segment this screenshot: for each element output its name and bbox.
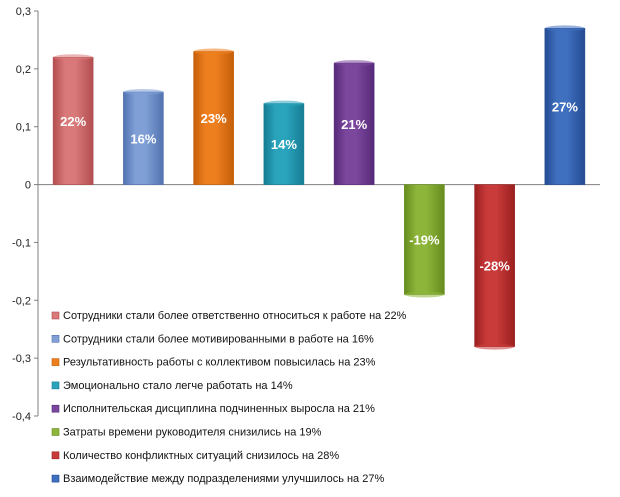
- data-label: 21%: [341, 117, 367, 132]
- legend-entry: Взаимодействие между подразделениями улу…: [63, 473, 384, 485]
- bar: [52, 56, 94, 185]
- y-tick-label: 0,2: [16, 64, 31, 76]
- data-label: 27%: [552, 99, 578, 114]
- legend-entry: Количество конфликтных ситуаций снизилос…: [63, 450, 339, 462]
- bar: [333, 62, 375, 185]
- legend-entry: Результативность работы с коллективом по…: [63, 357, 376, 369]
- bar: [404, 184, 445, 295]
- y-tick-label: -0,1: [12, 237, 31, 249]
- y-tick-label: 0: [25, 180, 31, 192]
- data-label: 23%: [201, 111, 227, 126]
- legend-swatch: [51, 474, 60, 483]
- legend-swatch: [51, 451, 60, 460]
- bar-cap: [404, 291, 445, 298]
- y-tick-label: -0,4: [12, 411, 31, 423]
- data-label: 16%: [130, 131, 156, 146]
- bar-cap: [334, 60, 375, 67]
- bar: [123, 91, 164, 185]
- data-label: 14%: [271, 137, 297, 152]
- y-tick-label: 0,1: [16, 122, 31, 134]
- bar-cap: [263, 100, 304, 107]
- bar-cap: [193, 48, 234, 55]
- bar: [193, 51, 234, 185]
- y-tick-label: -0,2: [12, 295, 31, 307]
- legend-entry: Сотрудники стали более мотивированными в…: [63, 333, 374, 345]
- bar-cap: [123, 89, 164, 95]
- legend-entry: Эмоционально стало легче работать на 14%: [63, 380, 293, 392]
- legend: Сотрудники стали более ответственно отно…: [51, 310, 407, 485]
- bar-cap: [53, 54, 94, 61]
- data-label: 22%: [60, 114, 86, 129]
- y-tick-label: 0,3: [16, 6, 31, 18]
- legend-swatch: [51, 334, 60, 343]
- bar-cap: [474, 343, 515, 350]
- data-label: -19%: [409, 233, 440, 248]
- legend-swatch: [51, 311, 60, 320]
- legend-entry: Сотрудники стали более ответственно отно…: [63, 310, 407, 322]
- legend-swatch: [51, 381, 60, 390]
- bars: 22% 16% 23% 14% 21% -19% -28% 27%: [52, 25, 586, 350]
- legend-swatch: [51, 404, 60, 413]
- legend-swatch: [51, 428, 60, 436]
- bar: [474, 184, 515, 347]
- bar-cap: [544, 25, 585, 32]
- legend-entry: Исполнительская дисциплина подчиненных в…: [63, 403, 375, 415]
- legend-entry: Затраты времени руководителя снизились н…: [63, 427, 322, 439]
- y-tick-label: -0,3: [12, 353, 31, 365]
- data-label: -28%: [479, 259, 510, 274]
- legend-swatch: [51, 358, 60, 366]
